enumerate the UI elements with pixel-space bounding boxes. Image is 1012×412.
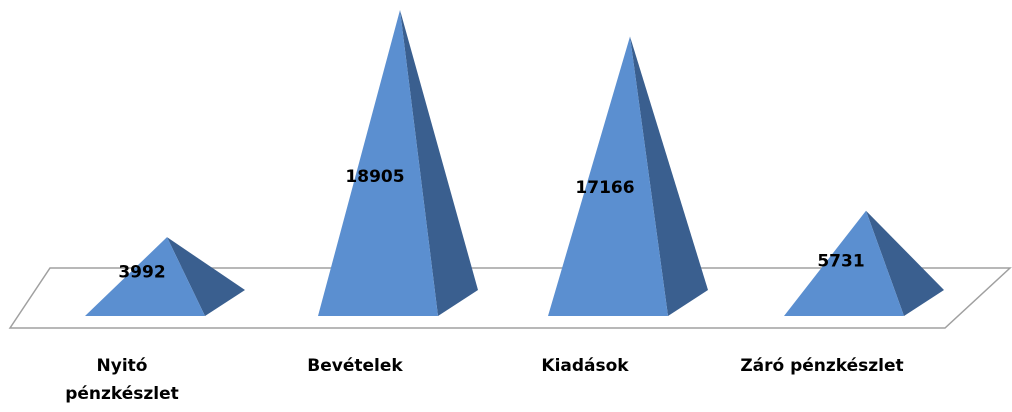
pyramid-side <box>630 36 708 317</box>
category-label: Kiadások <box>541 356 629 376</box>
category-label: Nyitó pénzkészlet <box>65 356 179 404</box>
pyramid-side <box>167 237 245 316</box>
pyramid <box>548 36 668 317</box>
data-label: 18905 <box>345 167 404 187</box>
pyramid <box>85 237 205 316</box>
pyramid-side <box>400 10 478 316</box>
floor <box>8 267 1012 329</box>
pyramid <box>318 10 438 316</box>
data-label: 5731 <box>817 251 864 271</box>
category-label: Bevételek <box>307 356 403 376</box>
category-label: Záró pénzkészlet <box>740 356 904 376</box>
data-label: 3992 <box>118 262 165 282</box>
pyramid-side <box>866 210 944 316</box>
data-label: 17166 <box>575 178 634 198</box>
pyramid <box>784 210 904 316</box>
